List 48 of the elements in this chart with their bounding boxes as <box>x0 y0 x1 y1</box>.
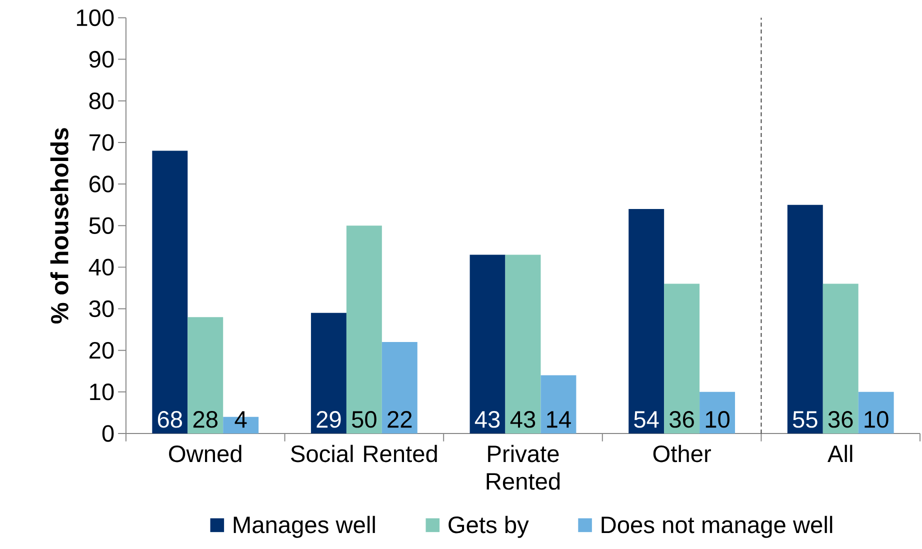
bar <box>382 342 418 434</box>
y-tick-label: 100 <box>76 9 114 26</box>
data-label: 55 <box>792 411 818 428</box>
data-label: 22 <box>388 411 412 428</box>
x-tick-label: All <box>828 444 852 462</box>
bar <box>188 317 224 434</box>
legend-label: Gets by <box>448 516 529 538</box>
x-tick-label: Social Rented <box>290 444 437 462</box>
data-label: 36 <box>670 411 694 428</box>
data-label: 54 <box>634 411 659 428</box>
x-tick-label: Other <box>653 444 711 462</box>
legend-label: Manages well <box>234 516 375 538</box>
y-axis-title: % of households <box>50 128 68 324</box>
y-tick-label: 60 <box>90 176 114 193</box>
bar <box>858 392 894 434</box>
y-tick-label: 70 <box>90 134 114 151</box>
data-label: 43 <box>510 411 536 428</box>
data-label: 28 <box>193 411 218 428</box>
bar <box>540 375 576 434</box>
x-tick-label: Owned <box>169 444 242 462</box>
bar <box>664 284 700 434</box>
bar <box>822 284 858 434</box>
data-label: 43 <box>474 411 500 428</box>
bar <box>310 313 346 434</box>
data-label: 68 <box>158 411 182 428</box>
y-tick-label: 10 <box>90 384 114 400</box>
data-label: 10 <box>864 411 888 428</box>
y-tick-label: 50 <box>89 217 114 234</box>
bar <box>346 226 382 434</box>
x-tick-label: Private Rented <box>486 444 560 490</box>
bar <box>628 209 664 434</box>
legend-label: Does not manage well <box>602 516 832 538</box>
y-tick-label: 90 <box>89 51 114 68</box>
bar <box>700 392 736 434</box>
y-tick-label: 0 <box>102 425 114 442</box>
bar <box>505 254 541 434</box>
y-tick-label: 40 <box>88 258 114 276</box>
data-label: 50 <box>352 411 376 428</box>
bar <box>787 204 823 434</box>
y-tick-label: 80 <box>89 92 114 110</box>
y-tick-label: 30 <box>89 300 114 318</box>
data-label: 14 <box>547 411 571 428</box>
bar <box>152 150 188 434</box>
data-label: 29 <box>316 411 341 428</box>
data-label: 10 <box>706 411 730 428</box>
data-label: 36 <box>828 411 853 428</box>
bar <box>470 254 506 434</box>
y-tick-label: 20 <box>89 342 114 359</box>
